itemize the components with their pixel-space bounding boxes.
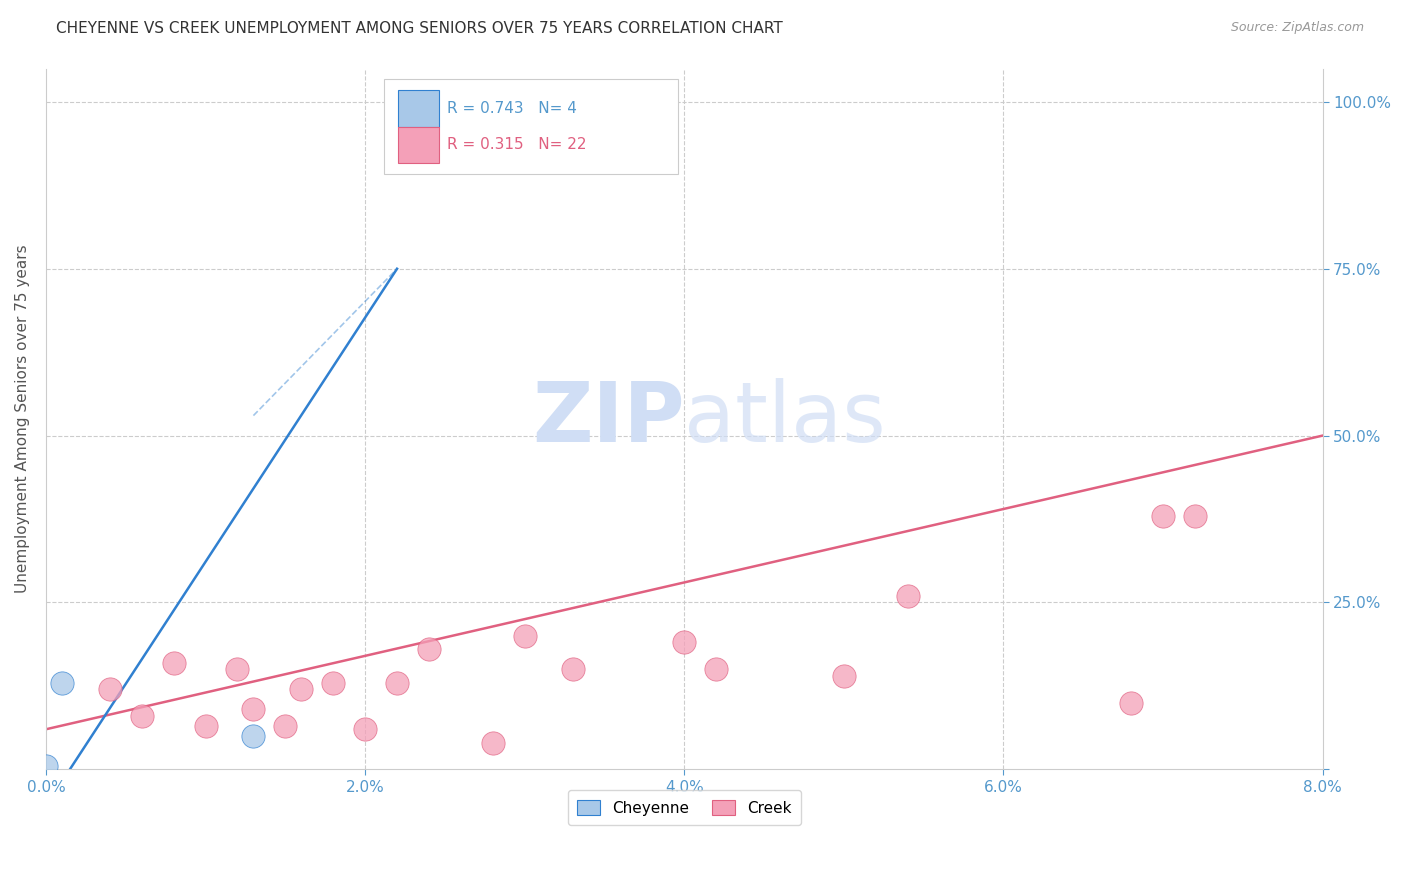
- Point: [897, 589, 920, 603]
- Point: [322, 675, 344, 690]
- Y-axis label: Unemployment Among Seniors over 75 years: Unemployment Among Seniors over 75 years: [15, 244, 30, 593]
- FancyBboxPatch shape: [398, 90, 439, 127]
- Point: [418, 642, 440, 657]
- Point: [1119, 696, 1142, 710]
- Point: [131, 709, 153, 723]
- Point: [51, 675, 73, 690]
- Text: R = 0.743   N= 4: R = 0.743 N= 4: [447, 101, 576, 116]
- Point: [832, 669, 855, 683]
- Text: R = 0.315   N= 22: R = 0.315 N= 22: [447, 137, 586, 153]
- Point: [35, 759, 58, 773]
- Point: [274, 719, 297, 733]
- Point: [226, 662, 249, 676]
- FancyBboxPatch shape: [398, 127, 439, 163]
- Point: [162, 656, 184, 670]
- Point: [385, 115, 408, 129]
- Point: [385, 675, 408, 690]
- Point: [1184, 508, 1206, 523]
- Point: [194, 719, 217, 733]
- Point: [98, 682, 121, 697]
- Text: atlas: atlas: [685, 378, 886, 459]
- FancyBboxPatch shape: [384, 79, 678, 174]
- Text: Source: ZipAtlas.com: Source: ZipAtlas.com: [1230, 21, 1364, 34]
- Point: [290, 682, 312, 697]
- Point: [704, 662, 727, 676]
- Text: ZIP: ZIP: [531, 378, 685, 459]
- Point: [354, 723, 377, 737]
- Point: [561, 662, 583, 676]
- Point: [242, 702, 264, 716]
- Legend: Cheyenne, Creek: Cheyenne, Creek: [568, 790, 801, 825]
- Point: [481, 736, 503, 750]
- Text: CHEYENNE VS CREEK UNEMPLOYMENT AMONG SENIORS OVER 75 YEARS CORRELATION CHART: CHEYENNE VS CREEK UNEMPLOYMENT AMONG SEN…: [56, 21, 783, 36]
- Point: [673, 635, 696, 649]
- Point: [242, 729, 264, 743]
- Point: [1152, 508, 1174, 523]
- Point: [513, 629, 536, 643]
